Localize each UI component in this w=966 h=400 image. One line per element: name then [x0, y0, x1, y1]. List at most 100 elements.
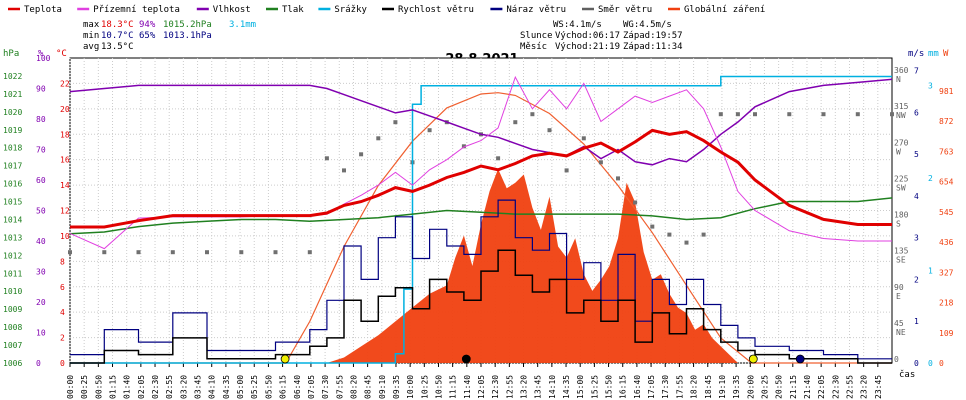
temperature-tick-label: 22 — [60, 79, 70, 88]
direction-name-label: SE — [896, 256, 906, 265]
radiation-tick-label: 218 — [939, 299, 954, 308]
stats-avg-label: avg — [83, 42, 99, 52]
pressure-tick-label: 1008 — [3, 323, 22, 332]
direction-name-label: N — [896, 75, 901, 84]
x-tick-label: 12:30 — [491, 375, 500, 399]
stats-avg-temp: 13.5°C — [101, 42, 134, 52]
x-tick-label: 22:55 — [845, 375, 854, 399]
direction-tick-label: 315 — [894, 102, 909, 111]
x-tick-label: 10:25 — [420, 375, 429, 399]
wind-direction-point — [205, 250, 209, 255]
stats-min-label: min — [83, 31, 99, 41]
moon-set: Západ:11:34 — [623, 42, 683, 52]
radiation-tick-label: 109 — [939, 329, 954, 338]
moon-rise: Východ:21:19 — [555, 42, 620, 52]
time-axis-label: čas — [899, 369, 915, 380]
humidity-tick-label: 10 — [36, 329, 46, 338]
pressure-tick-label: 1010 — [3, 287, 22, 296]
x-tick-label: 23:45 — [874, 375, 883, 399]
pressure-tick-label: 1021 — [3, 90, 22, 99]
temperature-tick-label: 2 — [60, 334, 65, 343]
direction-tick-label: 0 — [894, 355, 899, 364]
unit-celsius: °C — [56, 49, 67, 59]
x-tick-label: 13:45 — [534, 375, 543, 399]
radiation-tick-label: 654 — [939, 178, 954, 187]
wind-tick-label: 2 — [914, 275, 919, 284]
radiation-tick-label: 981 — [939, 87, 954, 96]
legend-item-label: Náraz větru — [506, 5, 566, 15]
humidity-tick-label: 50 — [36, 207, 46, 216]
stats-min-pressure: 1013.1hPa — [163, 31, 212, 41]
radiation-tick-label: 763 — [939, 147, 954, 156]
wind-tick-label: 5 — [914, 150, 919, 159]
wind-direction-point — [735, 112, 740, 117]
x-tick-label: 14:35 — [562, 375, 571, 399]
x-tick-label: 06:15 — [279, 375, 288, 399]
x-tick-label: 08:20 — [349, 375, 358, 399]
legend-item-label: Globální záření — [684, 5, 765, 15]
direction-tick-label: 360 — [894, 66, 909, 75]
pressure-tick-label: 1009 — [3, 305, 22, 314]
wind-direction-point — [581, 136, 586, 141]
direction-name-label: SW — [896, 183, 906, 192]
pressure-tick-label: 1013 — [3, 233, 22, 242]
x-tick-label: 22:30 — [831, 375, 840, 399]
wind-tick-label: 3 — [914, 234, 919, 243]
unit-percent: % — [38, 49, 44, 59]
sun-label: Slunce — [520, 31, 553, 41]
wind-direction-point — [616, 176, 620, 181]
wind-gust-line — [70, 199, 892, 360]
x-tick-label: 14:10 — [548, 375, 557, 399]
wind-speed-info: WS:4.1m/s — [553, 20, 602, 30]
radiation-tick-label: 545 — [939, 208, 954, 217]
rain-tick-label: 0 — [928, 359, 933, 368]
x-tick-label: 07:30 — [321, 375, 330, 399]
unit-w: W — [943, 49, 949, 59]
x-tick-label: 09:35 — [392, 375, 401, 399]
x-tick-label: 23:20 — [860, 375, 869, 399]
wind-tick-label: 1 — [914, 317, 919, 326]
wind-direction-point — [718, 112, 723, 117]
humidity-tick-label: 60 — [36, 176, 46, 185]
x-tick-label: 04:10 — [208, 375, 217, 399]
pressure-tick-label: 1006 — [3, 359, 22, 368]
x-tick-label: 02:55 — [165, 375, 174, 399]
x-tick-label: 20:25 — [760, 375, 769, 399]
humidity-tick-label: 70 — [36, 146, 46, 155]
temperature-tick-label: 4 — [60, 308, 65, 317]
x-tick-label: 05:00 — [236, 375, 245, 399]
x-tick-label: 01:15 — [109, 375, 118, 399]
sun-marker — [748, 354, 758, 364]
x-tick-label: 12:55 — [505, 375, 514, 399]
radiation-theoretical-line — [70, 92, 892, 364]
x-tick-label: 20:50 — [775, 375, 784, 399]
wind-direction-point — [136, 250, 141, 255]
humidity-tick-label: 0 — [36, 359, 41, 368]
wind-direction-point — [547, 128, 552, 133]
radiation-tick-label: 436 — [939, 238, 954, 247]
stats-min-humidity: 65% — [139, 31, 156, 41]
x-tick-label: 02:05 — [137, 375, 146, 399]
humidity-line — [69, 78, 893, 166]
moon-marker — [795, 354, 805, 364]
wind-direction-point — [821, 112, 826, 117]
humidity-tick-label: 80 — [36, 115, 46, 124]
x-tick-label: 15:50 — [605, 375, 614, 399]
stats-max-pressure: 1015.2hPa — [163, 20, 212, 30]
wind-tick-label: 4 — [914, 192, 919, 201]
x-tick-label: 00:50 — [94, 375, 103, 399]
pressure-tick-label: 1019 — [3, 126, 22, 135]
x-tick-label: 11:15 — [449, 375, 458, 399]
radiation-tick-label: 872 — [939, 117, 954, 126]
wind-tick-label: 0 — [914, 359, 919, 368]
unit-hpa: hPa — [3, 49, 19, 59]
wind-direction-point — [393, 120, 398, 125]
pressure-tick-label: 1012 — [3, 251, 22, 260]
wind-direction-point — [598, 160, 603, 165]
x-tick-label: 04:35 — [222, 375, 231, 399]
direction-tick-label: 45 — [894, 319, 904, 328]
x-tick-label: 17:05 — [647, 375, 656, 399]
wind-tick-label: 7 — [914, 67, 919, 76]
